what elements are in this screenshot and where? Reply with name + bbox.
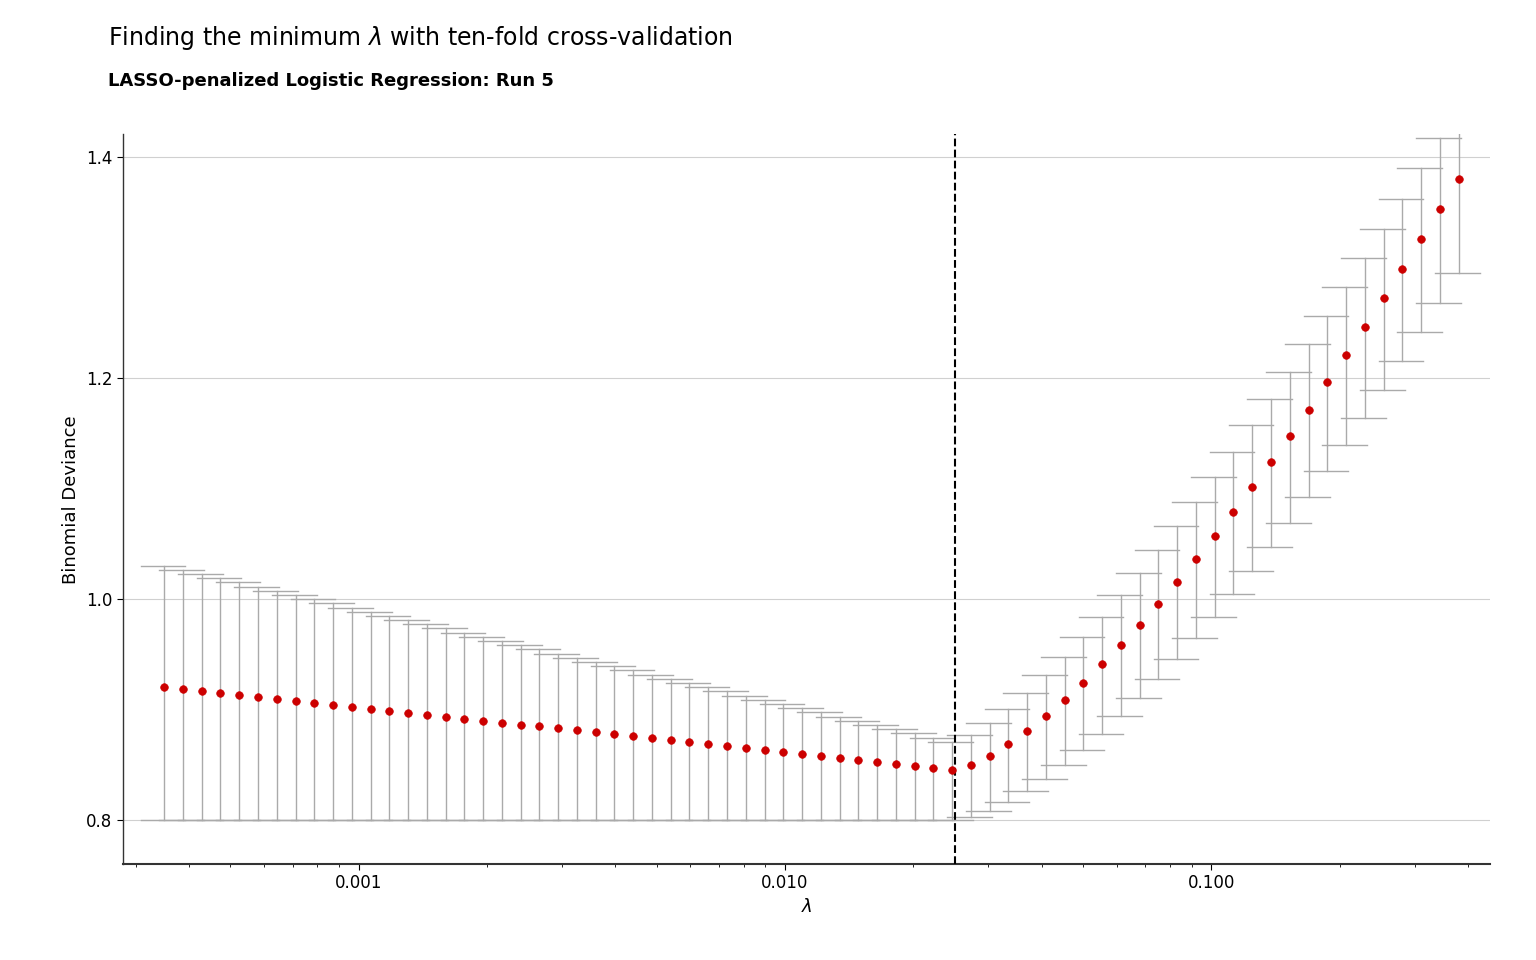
Point (565, 723, 590, 738)
Point (883, 756, 908, 772)
Point (602, 727, 627, 742)
Point (846, 753, 871, 768)
Point (152, 680, 177, 695)
Point (865, 755, 889, 770)
Point (753, 742, 777, 757)
X-axis label: $\lambda$: $\lambda$ (800, 898, 813, 916)
Point (696, 736, 720, 752)
Point (584, 725, 608, 740)
Point (940, 762, 965, 778)
Text: Finding the minimum $\lambda$ with ten-fold cross-validation: Finding the minimum $\lambda$ with ten-f… (108, 24, 733, 52)
Point (1390, 261, 1415, 276)
Point (1315, 374, 1339, 390)
Point (1091, 657, 1115, 672)
Point (1052, 692, 1077, 708)
Point (1409, 231, 1433, 247)
Point (808, 748, 833, 763)
Point (1278, 428, 1303, 444)
Point (922, 760, 946, 776)
Point (396, 705, 421, 720)
Point (714, 738, 739, 754)
Point (415, 707, 439, 722)
Point (227, 687, 252, 703)
Point (1034, 708, 1058, 724)
Point (1184, 551, 1209, 566)
Point (1296, 402, 1321, 418)
Point (472, 713, 496, 729)
Point (977, 748, 1001, 763)
Point (1353, 319, 1378, 334)
Point (1071, 675, 1095, 690)
Point (209, 685, 233, 701)
Text: LASSO-penalized Logistic Regression: Run 5: LASSO-penalized Logistic Regression: Run… (108, 72, 553, 90)
Point (433, 709, 458, 725)
Point (771, 744, 796, 759)
Point (321, 697, 346, 712)
Point (995, 736, 1020, 752)
Point (1333, 348, 1358, 363)
Point (828, 751, 852, 766)
Point (527, 719, 551, 734)
Point (358, 701, 382, 716)
Point (1164, 574, 1189, 589)
Point (490, 715, 515, 731)
Point (1372, 291, 1396, 306)
Point (376, 703, 401, 718)
Point (790, 746, 814, 761)
Point (1258, 454, 1283, 469)
Point (545, 721, 570, 736)
Point (283, 693, 307, 708)
Point (1127, 617, 1152, 633)
Point (246, 689, 270, 705)
Point (452, 711, 476, 727)
Point (1203, 528, 1227, 543)
Point (1146, 596, 1170, 612)
Point (639, 731, 664, 746)
Y-axis label: Binomial Deviance: Binomial Deviance (63, 415, 80, 584)
Point (958, 757, 983, 773)
Point (264, 691, 289, 707)
Point (303, 695, 327, 710)
Point (170, 682, 195, 697)
Point (659, 732, 684, 748)
Point (621, 729, 645, 744)
Point (1109, 637, 1134, 653)
Point (1221, 504, 1246, 519)
Point (339, 699, 364, 714)
Point (734, 740, 759, 756)
Point (189, 684, 214, 699)
Point (1427, 202, 1452, 217)
Point (1015, 723, 1040, 738)
Point (1447, 171, 1471, 186)
Point (1240, 479, 1264, 494)
Point (508, 717, 533, 732)
Point (677, 734, 702, 750)
Point (902, 758, 926, 774)
